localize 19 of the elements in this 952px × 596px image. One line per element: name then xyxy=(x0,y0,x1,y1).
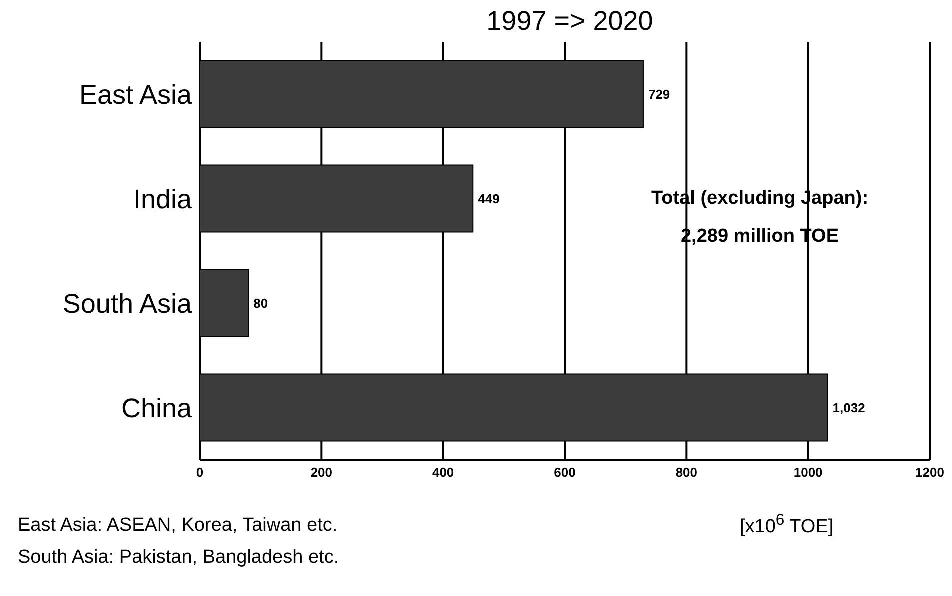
y-tick-label: China xyxy=(121,393,193,424)
x-tick-label: 800 xyxy=(676,465,698,480)
y-tick-label: South Asia xyxy=(62,288,193,319)
y-tick-label: East Asia xyxy=(79,80,193,110)
data-label: 80 xyxy=(254,296,268,311)
x-tick-label: 1000 xyxy=(794,465,823,480)
x-axis-title: [x10$^{6}$ TOE] xyxy=(740,512,834,538)
data-label: 449 xyxy=(478,191,500,206)
data-label: 729 xyxy=(648,86,670,102)
x-tick-label: 200 xyxy=(310,465,333,480)
x-tick-label: 1200 xyxy=(916,465,944,480)
x-tick-label: 400 xyxy=(432,465,454,480)
chart-title: 1997 => 2020 xyxy=(486,6,654,37)
x-tick-label: 0 xyxy=(196,465,204,480)
data-label: 1,032 xyxy=(832,400,866,416)
y-tick-label: India xyxy=(133,184,193,214)
text: South Asia: Pakistan, Bangladesh etc. xyxy=(18,546,340,570)
text: East Asia: ASEAN, Korea, Taiwan etc. xyxy=(18,514,339,538)
x-tick-label: 600 xyxy=(554,465,576,480)
